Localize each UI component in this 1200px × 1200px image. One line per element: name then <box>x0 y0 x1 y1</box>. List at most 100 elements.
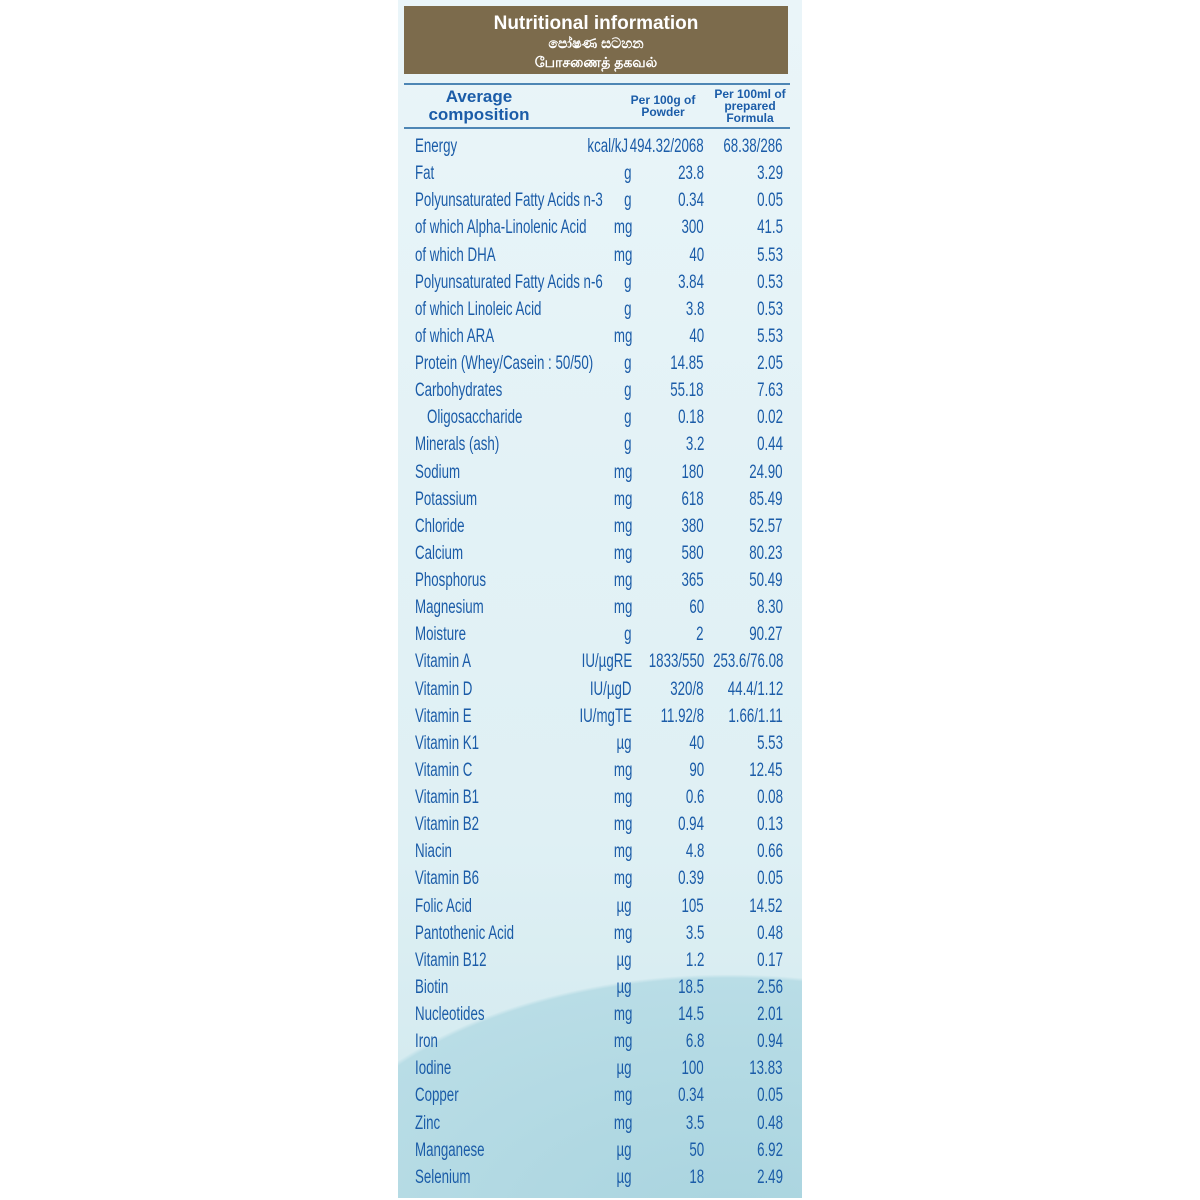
value-per-100g: 40 <box>689 732 704 754</box>
table-row: Carbohydrates g 55.18 7.63 <box>398 378 802 405</box>
nutrient-unit: g <box>624 434 632 456</box>
value-per-100g: 105 <box>681 895 704 917</box>
value-per-100ml: 80.23 <box>749 542 783 564</box>
nutrient-unit: kcal/kJ <box>587 136 628 157</box>
nutrient-name: Vitamin B2 <box>415 814 480 836</box>
nutrient-unit: g <box>624 271 632 293</box>
column-header-per-100g: Per 100g of Powder <box>630 93 696 119</box>
table-row: Iodine µg 100 13.83 <box>398 1056 802 1083</box>
header-bottom-rule <box>404 127 790 129</box>
nutrient-unit: IU/mgTE <box>579 705 632 727</box>
value-per-100g: 0.34 <box>678 190 704 212</box>
nutrient-unit: mg <box>613 515 632 537</box>
value-per-100ml: 0.48 <box>757 922 783 944</box>
value-per-100ml: 41.5 <box>757 217 783 239</box>
table-row: Polyunsaturated Fatty Acids n-3 g 0.34 0.05 <box>398 188 802 215</box>
nutrient-name: Vitamin E <box>415 705 472 727</box>
value-per-100ml: 0.17 <box>757 949 783 971</box>
nutrient-unit: mg <box>613 814 632 836</box>
value-per-100ml: 50.49 <box>749 570 783 591</box>
value-per-100ml: 44.4/1.12 <box>727 678 783 700</box>
nutrient-name: Biotin <box>415 976 449 998</box>
nutrient-name: Phosphorus <box>415 570 486 591</box>
value-per-100ml: 5.53 <box>757 325 783 347</box>
nutrition-panel: Nutritional information පෝෂණ සටහන போசணைத… <box>398 0 802 1198</box>
table-row: Polyunsaturated Fatty Acids n-6 g 3.84 0.53 <box>398 270 802 297</box>
value-per-100ml: 2.05 <box>757 353 783 374</box>
table-row: Vitamin B1 mg 0.6 0.08 <box>398 785 802 812</box>
table-row: Zinc mg 3.5 0.48 <box>398 1111 802 1138</box>
value-per-100ml: 253.6/76.08 <box>712 651 783 673</box>
nutrient-unit: mg <box>613 461 632 483</box>
value-per-100g: 380 <box>681 515 704 537</box>
nutrient-name: Oligosaccharide <box>427 407 523 429</box>
value-per-100g: 3.5 <box>685 922 704 944</box>
nutrient-unit: mg <box>613 759 632 781</box>
nutrient-name: Selenium <box>415 1166 471 1188</box>
value-per-100g: 0.34 <box>678 1085 704 1107</box>
nutrient-unit: IU/µgD <box>590 678 632 700</box>
value-per-100ml: 1.66/1.11 <box>728 705 783 727</box>
table-row: Sodium mg 180 24.90 <box>398 460 802 487</box>
nutrient-unit: g <box>624 380 632 402</box>
nutrient-name: Vitamin B12 <box>415 949 487 971</box>
value-per-100g: 3.5 <box>685 1112 704 1134</box>
nutrient-unit: µg <box>616 1166 632 1188</box>
nutrient-unit: mg <box>613 542 632 564</box>
nutrient-name: Manganese <box>415 1139 485 1161</box>
nutrient-name: Chloride <box>415 515 465 537</box>
value-per-100ml: 14.52 <box>749 895 783 917</box>
nutrient-unit: g <box>624 624 632 646</box>
nutrient-name: Polyunsaturated Fatty Acids n-6 <box>415 271 603 293</box>
title-tamil: போசணைத் தகவல் <box>534 54 658 70</box>
nutrient-unit: mg <box>613 922 632 944</box>
value-per-100g: 60 <box>689 597 704 619</box>
table-row: Vitamin B12 µg 1.2 0.17 <box>398 948 802 975</box>
column-header-per-100ml: Per 100ml of prepared Formula <box>714 87 786 125</box>
nutrient-unit: mg <box>613 1112 632 1134</box>
title-english: Nutritional information <box>493 13 699 34</box>
value-per-100g: 100 <box>681 1058 704 1080</box>
nutrient-unit: µg <box>616 1058 632 1080</box>
nutrient-name: Vitamin D <box>415 678 473 700</box>
nutrient-unit: µg <box>616 895 632 917</box>
nutrient-name: Protein (Whey/Casein : 50/50) <box>415 353 594 374</box>
value-per-100ml: 0.05 <box>757 190 783 212</box>
value-per-100g: 40 <box>689 325 704 347</box>
table-row: of which Linoleic Acid g 3.8 0.53 <box>398 297 802 324</box>
nutrient-unit: µg <box>616 732 632 754</box>
nutrient-name: Magnesium <box>415 597 484 619</box>
table-row: Vitamin C mg 90 12.45 <box>398 758 802 785</box>
nutrient-name: Copper <box>415 1085 459 1107</box>
table-row: of which Alpha-Linolenic Acid mg 300 41.5 <box>398 215 802 242</box>
value-per-100g: 0.94 <box>678 814 704 836</box>
table-row: Pantothenic Acid mg 3.5 0.48 <box>398 921 802 948</box>
value-per-100g: 494.32/2068 <box>630 136 704 157</box>
table-row: Phosphorus mg 365 50.49 <box>398 568 802 595</box>
header-top-rule <box>404 83 790 85</box>
nutrient-unit: mg <box>613 217 632 239</box>
value-per-100g: 365 <box>681 570 704 591</box>
value-per-100ml: 0.05 <box>757 1085 783 1107</box>
value-per-100g: 618 <box>681 488 704 510</box>
value-per-100ml: 90.27 <box>749 624 783 646</box>
nutrient-name: Moisture <box>415 624 467 646</box>
value-per-100g: 3.84 <box>678 271 704 293</box>
nutrient-name: Sodium <box>415 461 461 483</box>
nutrient-name: Fat <box>415 163 435 185</box>
value-per-100ml: 0.13 <box>757 814 783 836</box>
nutrient-name: Zinc <box>415 1112 441 1134</box>
value-per-100ml: 5.53 <box>757 732 783 754</box>
nutrition-table: Energy kcal/kJ 494.32/2068 68.38/286 Fat g 23.… <box>398 134 802 1192</box>
value-per-100g: 55.18 <box>670 380 704 402</box>
nutrient-name: Niacin <box>415 841 452 863</box>
column-header-composition: Average composition <box>428 87 530 124</box>
value-per-100g: 14.85 <box>670 353 704 374</box>
nutrient-unit: mg <box>613 488 632 510</box>
value-per-100ml: 6.92 <box>757 1139 783 1161</box>
table-row: Vitamin B6 mg 0.39 0.05 <box>398 866 802 893</box>
table-row: Protein (Whey/Casein : 50/50) g 14.85 2.05 <box>398 351 802 378</box>
value-per-100ml: 2.49 <box>757 1166 783 1188</box>
value-per-100ml: 13.83 <box>749 1058 783 1080</box>
table-row: Vitamin B2 mg 0.94 0.13 <box>398 812 802 839</box>
